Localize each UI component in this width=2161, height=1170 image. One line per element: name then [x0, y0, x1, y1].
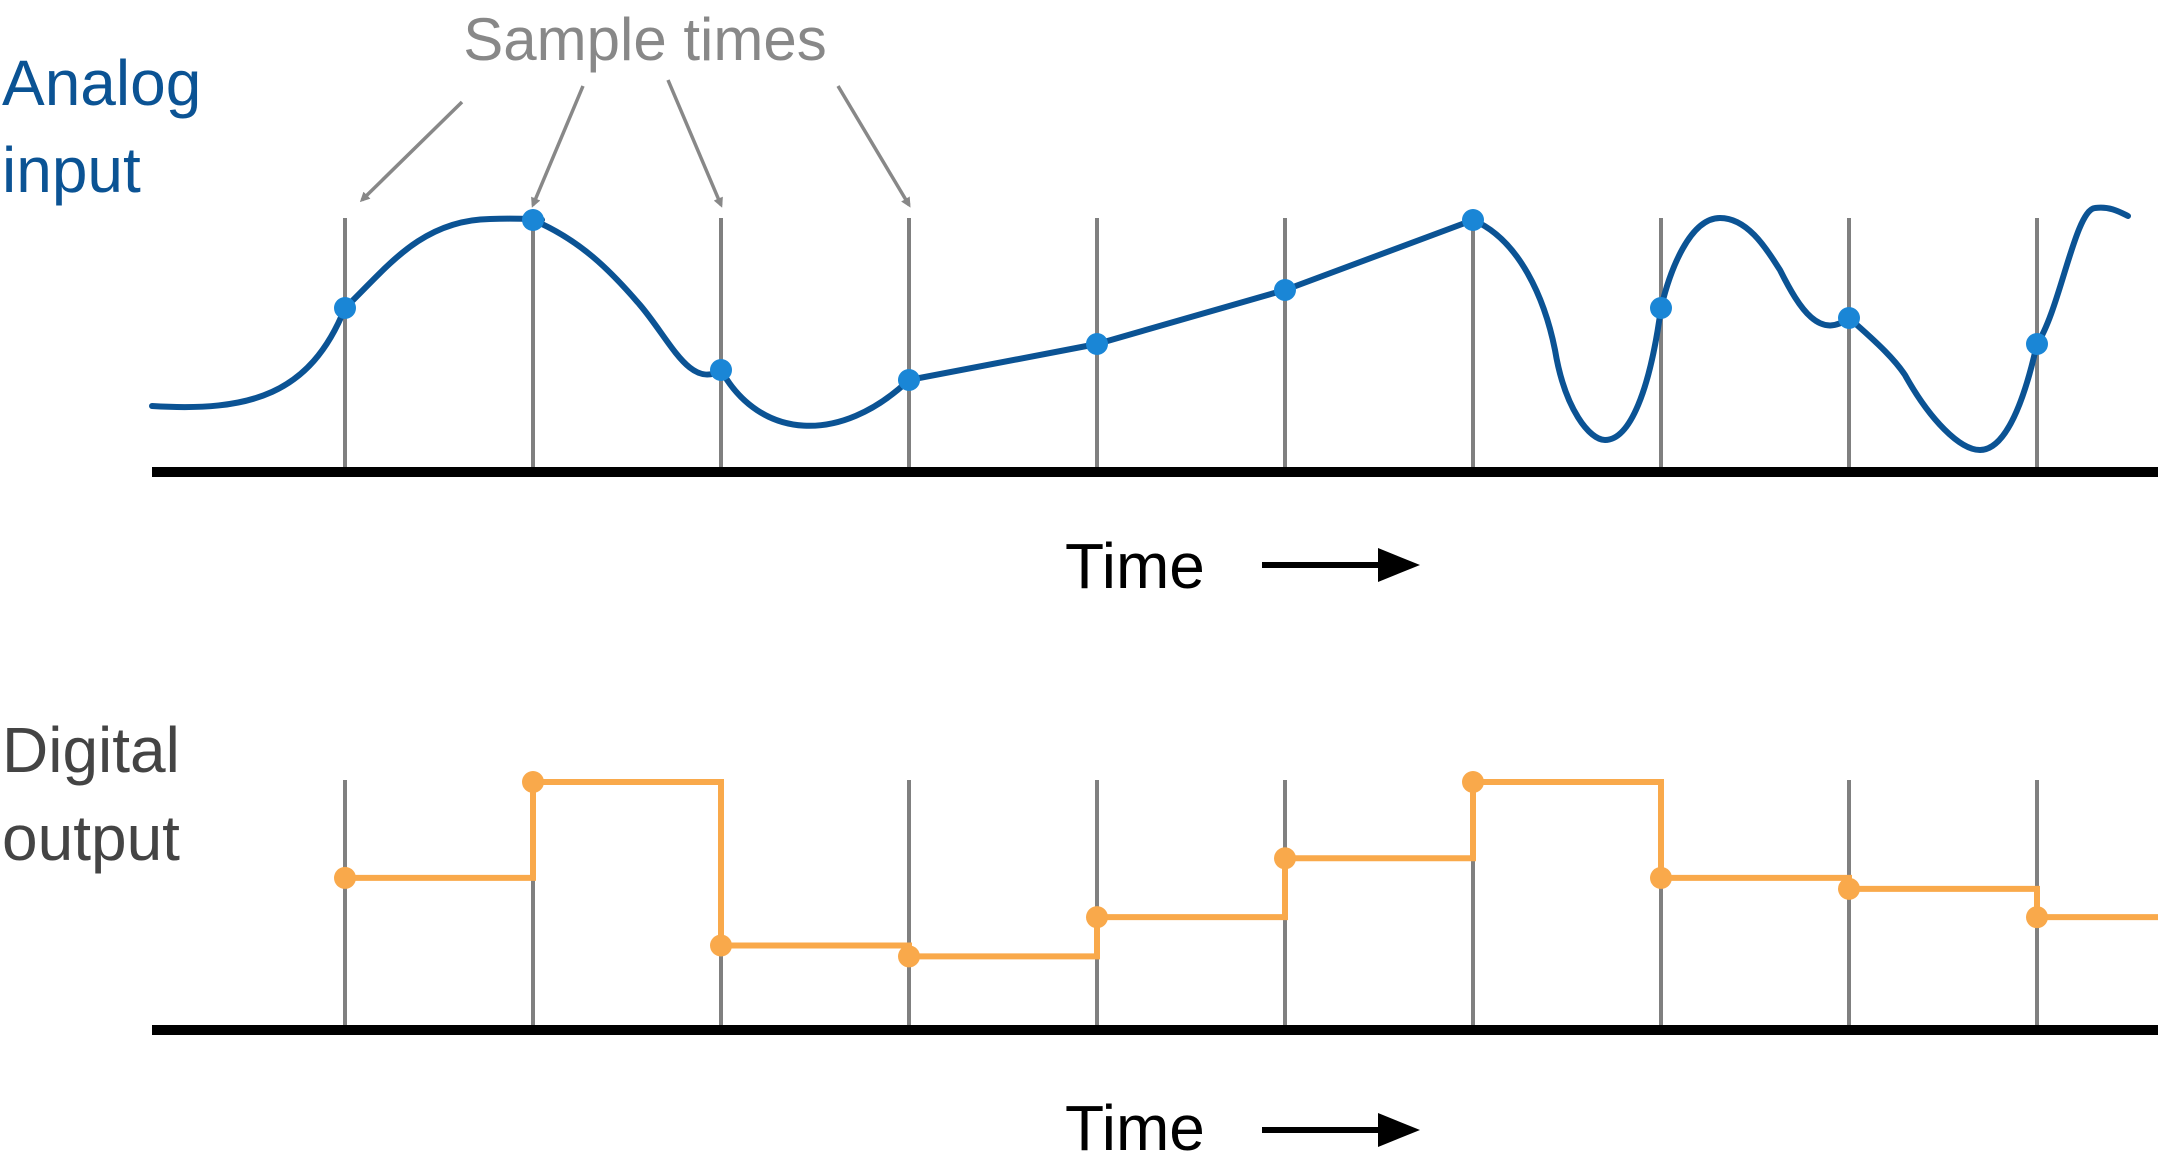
digital-sample-point-7: [1650, 866, 1672, 889]
digital-sample-point-2: [710, 934, 732, 957]
digital-sample-point-8: [1838, 877, 1860, 900]
digital-sample-point-5: [1274, 847, 1296, 870]
digital-sample-lines: [343, 780, 2039, 1028]
analog-sample-point-4: [1086, 333, 1108, 355]
sample-times-label: Sample times: [463, 6, 826, 73]
analog-sample-point-8: [1838, 307, 1860, 329]
analog-sample-point-3: [898, 369, 920, 391]
analog-input-label-line1: Analog: [2, 47, 201, 119]
annotation-arrow-2: [666, 79, 723, 208]
digital-sample-points: [334, 771, 2048, 968]
time-arrow-bottom-icon: [1262, 1113, 1420, 1147]
analog-input-curve: [149, 204, 2131, 453]
analog-sample-point-9: [2026, 333, 2048, 355]
analog-sample-lines: [343, 218, 2039, 470]
digital-output-steps: [345, 779, 2158, 960]
annotation-arrow-3: [836, 85, 911, 208]
analog-sample-point-2: [710, 359, 732, 381]
analog-sample-point-5: [1274, 279, 1296, 301]
time-axis-top: Time: [1065, 530, 1420, 602]
analog-sample-point-0: [334, 297, 356, 319]
annotation-arrow-1: [531, 85, 585, 208]
digital-sample-point-6: [1462, 771, 1484, 793]
analog-sample-point-1: [522, 209, 544, 231]
digital-sample-point-0: [334, 866, 356, 889]
time-axis-bottom: Time: [1065, 1092, 1420, 1164]
analog-sample-points: [334, 209, 2048, 391]
digital-sample-point-9: [2026, 906, 2048, 929]
sample-times-arrows: [359, 79, 911, 208]
digital-sample-point-4: [1086, 906, 1108, 929]
analog-input-label-line2: input: [2, 134, 141, 206]
digital-sample-point-3: [898, 945, 920, 968]
digital-output-label-line2: output: [2, 802, 180, 874]
time-label-top: Time: [1065, 530, 1205, 602]
digital-sample-point-1: [522, 771, 544, 793]
analog-sample-point-6: [1462, 209, 1484, 231]
annotation-arrow-0: [359, 100, 464, 203]
analog-sample-point-7: [1650, 297, 1672, 319]
digital-output-label-line1: Digital: [2, 714, 180, 786]
time-label-bottom: Time: [1065, 1092, 1205, 1164]
time-arrow-top-icon: [1262, 548, 1420, 582]
